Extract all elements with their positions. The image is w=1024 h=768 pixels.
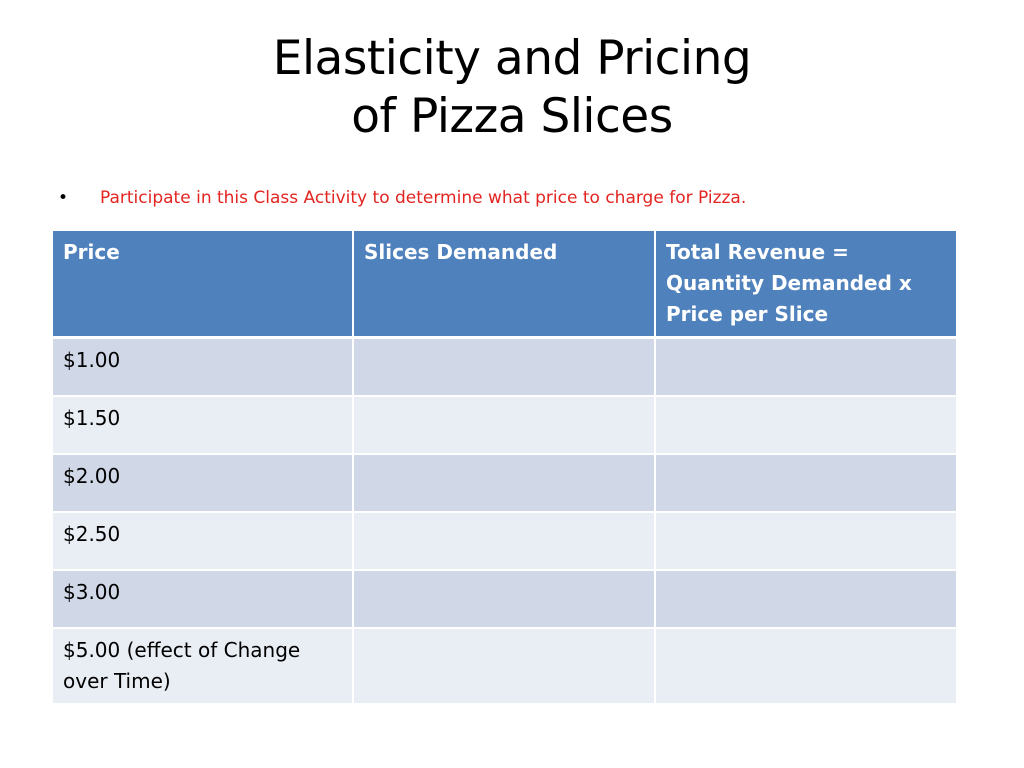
table-row: $1.50 [51, 395, 958, 455]
table-row: $3.00 [51, 569, 958, 629]
bullet-marker: • [58, 188, 69, 208]
bullet-text: Participate in this Class Activity to de… [100, 188, 747, 208]
slide-title: Elasticity and Pricing of Pizza Slices [0, 30, 1024, 146]
total-revenue-cell [654, 395, 958, 455]
price-cell: $2.50 [51, 511, 354, 571]
column-header-slices-demanded: Slices Demanded [352, 229, 656, 339]
total-revenue-cell [654, 453, 958, 513]
price-cell: $1.00 [51, 336, 354, 397]
table-row: $2.00 [51, 453, 958, 513]
price-cell: $1.50 [51, 395, 354, 455]
pricing-table: Price Slices Demanded Total Revenue = Qu… [51, 229, 958, 705]
slices-demanded-cell [352, 395, 656, 455]
slices-demanded-cell [352, 511, 656, 571]
slide-title-line-2: of Pizza Slices [351, 89, 673, 144]
table-row: $1.00 [51, 336, 958, 397]
bullet-item: • Participate in this Class Activity to d… [58, 184, 958, 212]
slices-demanded-cell [352, 569, 656, 629]
slide-title-line-1: Elasticity and Pricing [272, 31, 752, 86]
total-revenue-cell [654, 569, 958, 629]
column-header-price: Price [51, 229, 354, 339]
slices-demanded-cell [352, 336, 656, 397]
slices-demanded-cell [352, 453, 656, 513]
table-row: $5.00 (effect of Change over Time) [51, 627, 958, 705]
total-revenue-cell [654, 627, 958, 705]
total-revenue-cell [654, 336, 958, 397]
table-row: $2.50 [51, 511, 958, 571]
column-header-total-revenue: Total Revenue = Quantity Demanded x Pric… [654, 229, 958, 339]
price-cell: $5.00 (effect of Change over Time) [51, 627, 354, 705]
price-cell: $2.00 [51, 453, 354, 513]
price-cell: $3.00 [51, 569, 354, 629]
slices-demanded-cell [352, 627, 656, 705]
total-revenue-cell [654, 511, 958, 571]
table-header-row: Price Slices Demanded Total Revenue = Qu… [51, 229, 958, 339]
